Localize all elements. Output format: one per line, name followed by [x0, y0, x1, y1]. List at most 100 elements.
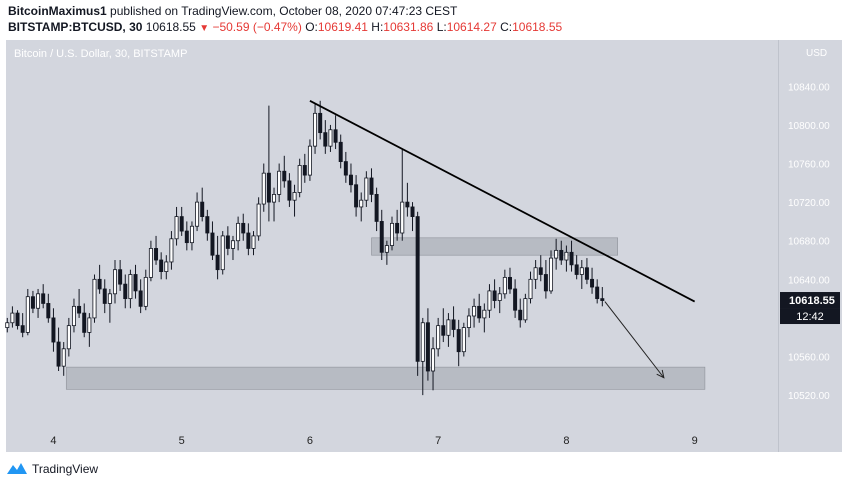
candle[interactable] — [415, 216, 420, 362]
candle[interactable] — [102, 288, 107, 304]
candle[interactable] — [518, 309, 523, 321]
candle[interactable] — [584, 267, 589, 280]
candle[interactable] — [492, 290, 497, 301]
candle[interactable] — [236, 222, 241, 242]
candle[interactable] — [92, 278, 97, 319]
candle[interactable] — [297, 165, 302, 193]
candle[interactable] — [15, 312, 20, 327]
candle[interactable] — [400, 201, 405, 234]
candle[interactable] — [97, 278, 102, 290]
candle[interactable] — [169, 238, 174, 263]
resistance-trendline[interactable] — [309, 99, 696, 303]
projection-arrow-line[interactable] — [604, 301, 665, 379]
candle[interactable] — [528, 278, 533, 300]
candle[interactable] — [307, 145, 312, 176]
candle[interactable] — [215, 254, 220, 271]
zone-1[interactable] — [65, 366, 706, 390]
candle[interactable] — [61, 348, 66, 367]
candle[interactable] — [456, 329, 461, 353]
candle[interactable] — [184, 230, 189, 244]
candle[interactable] — [200, 201, 205, 217]
candle[interactable] — [251, 235, 256, 249]
candle[interactable] — [277, 170, 282, 195]
candle[interactable] — [338, 141, 343, 162]
candle[interactable] — [482, 309, 487, 319]
candle[interactable] — [328, 129, 333, 147]
candle[interactable] — [354, 184, 359, 208]
candle[interactable] — [5, 322, 10, 328]
candle[interactable] — [590, 278, 595, 288]
candle[interactable] — [179, 216, 184, 232]
candle[interactable] — [369, 177, 374, 195]
candle[interactable] — [246, 232, 251, 249]
candle[interactable] — [143, 276, 148, 307]
candle[interactable] — [148, 248, 153, 278]
candle[interactable] — [113, 269, 117, 295]
candle[interactable] — [256, 203, 261, 237]
candle[interactable] — [189, 225, 194, 244]
candle[interactable] — [266, 172, 271, 203]
candle[interactable] — [313, 112, 318, 147]
candle[interactable] — [51, 317, 56, 343]
candle[interactable] — [82, 312, 87, 333]
candle[interactable] — [600, 298, 605, 301]
candle[interactable] — [41, 293, 46, 304]
candle[interactable] — [446, 319, 451, 336]
candle[interactable] — [272, 193, 277, 203]
candle[interactable] — [502, 276, 507, 295]
candle[interactable] — [420, 322, 425, 362]
candle[interactable] — [595, 286, 600, 300]
tradingview-logo-text[interactable]: TradingView — [32, 462, 99, 476]
candle[interactable] — [451, 319, 456, 330]
candle[interactable] — [87, 317, 92, 333]
candle[interactable] — [123, 283, 128, 300]
candle[interactable] — [36, 293, 41, 309]
candle[interactable] — [71, 305, 76, 327]
candle[interactable] — [425, 322, 430, 372]
candle[interactable] — [395, 222, 400, 234]
candle[interactable] — [538, 267, 543, 275]
candle[interactable] — [364, 177, 369, 201]
candle[interactable] — [384, 245, 389, 253]
candle[interactable] — [46, 303, 51, 319]
candle[interactable] — [154, 248, 159, 261]
candle[interactable] — [359, 199, 364, 208]
candle[interactable] — [128, 274, 133, 300]
candle[interactable] — [210, 232, 215, 256]
candle[interactable] — [220, 235, 225, 271]
candle[interactable] — [513, 288, 518, 311]
candle[interactable] — [225, 235, 230, 249]
candle[interactable] — [390, 222, 394, 246]
candle[interactable] — [507, 276, 512, 290]
candle[interactable] — [323, 132, 328, 147]
candle[interactable] — [302, 165, 307, 176]
candle[interactable] — [164, 261, 169, 273]
candle[interactable] — [241, 222, 246, 234]
candle[interactable] — [549, 257, 554, 292]
candle[interactable] — [523, 298, 528, 321]
candle[interactable] — [487, 290, 492, 311]
candle[interactable] — [25, 296, 30, 333]
candle[interactable] — [461, 327, 466, 353]
candle[interactable] — [564, 251, 569, 261]
candle[interactable] — [10, 312, 15, 324]
candle[interactable] — [543, 274, 548, 292]
candle[interactable] — [410, 206, 415, 217]
candle[interactable] — [77, 305, 82, 314]
candle[interactable] — [405, 201, 410, 208]
candle[interactable] — [174, 216, 179, 240]
candle[interactable] — [195, 201, 200, 227]
candle[interactable] — [205, 216, 210, 234]
candle[interactable] — [379, 221, 384, 253]
author-name[interactable]: BitcoinMaximus1 — [8, 4, 107, 18]
zone-0[interactable] — [371, 237, 619, 256]
candle[interactable] — [436, 325, 441, 350]
candle[interactable] — [579, 267, 584, 275]
candle[interactable] — [20, 325, 25, 333]
candle[interactable] — [497, 293, 502, 301]
candle[interactable] — [118, 269, 123, 285]
candle[interactable] — [477, 305, 482, 319]
candle[interactable] — [159, 259, 164, 272]
candle[interactable] — [533, 267, 538, 280]
